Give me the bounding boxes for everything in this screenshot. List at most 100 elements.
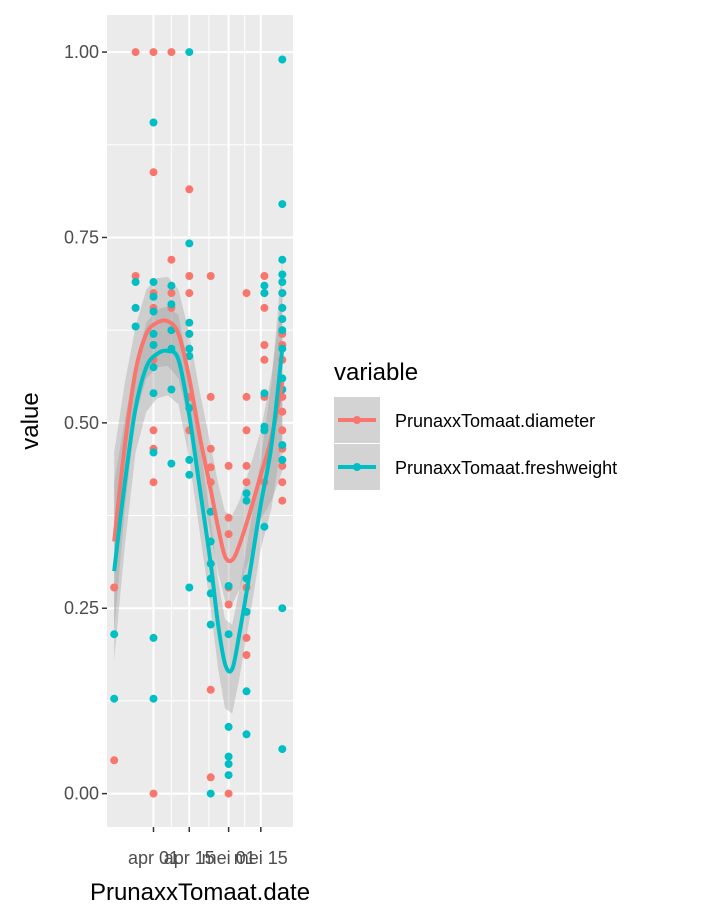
- data-point-0: [131, 48, 140, 57]
- data-point-1: [242, 730, 251, 739]
- data-point-1: [149, 329, 158, 338]
- data-point-1: [149, 633, 158, 642]
- data-point-0: [224, 461, 233, 470]
- y-tick-label: 0.25: [64, 598, 99, 618]
- y-tick-label: 1.00: [64, 42, 99, 62]
- data-point-0: [278, 478, 287, 487]
- legend-title: variable: [334, 359, 418, 386]
- data-point-0: [185, 185, 194, 194]
- data-point-1: [224, 582, 233, 590]
- data-point-0: [206, 463, 215, 472]
- data-point-0: [260, 303, 269, 312]
- data-point-0: [242, 461, 251, 470]
- data-point-1: [224, 752, 233, 761]
- smooth-line-1: [112, 348, 285, 674]
- y-axis: 0.00 0.25 0.50 0.75 1.00: [64, 42, 107, 804]
- data-point-0: [278, 496, 287, 505]
- data-point-0: [131, 272, 140, 280]
- y-axis-title: value: [17, 392, 44, 449]
- data-point-1: [260, 426, 269, 435]
- x-tick-label: mei 01: [202, 848, 256, 868]
- data-point-1: [278, 255, 287, 264]
- data-point-1: [167, 281, 176, 290]
- data-point-0: [206, 272, 215, 280]
- data-point-0: [167, 289, 176, 298]
- y-tick-label: 0.50: [64, 413, 99, 433]
- data-point-1: [278, 200, 287, 209]
- data-point-1: [185, 470, 194, 479]
- x-tick-label: mei 15: [234, 848, 288, 868]
- data-point-1: [242, 687, 251, 696]
- data-point-1: [149, 694, 158, 703]
- data-point-1: [149, 292, 158, 301]
- data-point-0: [149, 168, 158, 177]
- data-point-1: [260, 522, 269, 531]
- legend-label-freshweight: PrunaxxTomaat.freshweight: [395, 458, 617, 478]
- smooth-lines: [112, 318, 285, 674]
- data-point-0: [242, 392, 251, 401]
- panel-background: [107, 15, 293, 827]
- data-point-0: [242, 478, 251, 487]
- x-tick-label: apr 01: [128, 848, 179, 868]
- data-point-1: [224, 760, 233, 768]
- data-point-0: [224, 600, 233, 609]
- data-point-1: [206, 789, 215, 798]
- data-point-0: [278, 426, 287, 435]
- data-point-1: [278, 604, 287, 613]
- x-axis-title: PrunaxxTomaat.date: [90, 879, 310, 906]
- data-point-1: [278, 303, 287, 312]
- data-point-1: [110, 630, 119, 639]
- smooth-line-0: [112, 318, 285, 564]
- data-point-0: [224, 789, 233, 798]
- data-point-0: [206, 392, 215, 401]
- data-point-1: [167, 459, 176, 468]
- data-point-1: [185, 583, 194, 592]
- data-point-1: [224, 771, 233, 780]
- data-point-1: [278, 745, 287, 754]
- y-tick-label: 0.75: [64, 227, 99, 247]
- data-point-1: [185, 329, 194, 338]
- data-point-1: [278, 278, 287, 286]
- data-point-0: [224, 513, 233, 522]
- data-point-1: [167, 385, 176, 394]
- data-point-1: [260, 289, 269, 298]
- data-point-1: [185, 239, 194, 248]
- data-point-1: [224, 722, 233, 731]
- data-point-0: [110, 583, 119, 592]
- data-point-0: [224, 530, 233, 539]
- data-point-0: [206, 685, 215, 694]
- data-point-1: [242, 489, 251, 498]
- data-point-1: [206, 620, 215, 629]
- data-point-0: [149, 48, 158, 57]
- data-point-1: [149, 278, 158, 286]
- data-point-0: [185, 289, 194, 298]
- data-point-0: [242, 651, 251, 659]
- legend-label-diameter: PrunaxxTomaat.diameter: [395, 411, 595, 431]
- data-point-1: [110, 694, 119, 703]
- data-point-1: [278, 455, 287, 464]
- data-point-1: [278, 326, 287, 335]
- legend-point-diameter: [353, 416, 361, 424]
- legend-point-freshweight: [353, 463, 361, 471]
- x-tick-label: apr 15: [164, 848, 215, 868]
- data-point-0: [167, 48, 176, 57]
- data-point-0: [167, 255, 176, 264]
- data-point-1: [185, 48, 194, 57]
- data-point-0: [242, 289, 251, 298]
- data-point-0: [206, 444, 215, 453]
- data-point-1: [149, 118, 158, 127]
- data-point-1: [278, 441, 287, 450]
- data-point-0: [260, 272, 269, 280]
- data-point-0: [242, 426, 251, 435]
- y-tick-label: 0.00: [64, 784, 99, 804]
- data-point-0: [149, 789, 158, 798]
- data-point-1: [149, 448, 158, 457]
- data-point-0: [206, 773, 215, 782]
- legend-entry-diameter: PrunaxxTomaat.diameter: [334, 397, 595, 443]
- data-point-1: [185, 318, 194, 327]
- data-point-1: [185, 455, 194, 464]
- data-point-0: [110, 756, 119, 765]
- data-point-1: [185, 352, 194, 361]
- legend: variable PrunaxxTomaat.diameter PrunaxxT…: [334, 359, 617, 490]
